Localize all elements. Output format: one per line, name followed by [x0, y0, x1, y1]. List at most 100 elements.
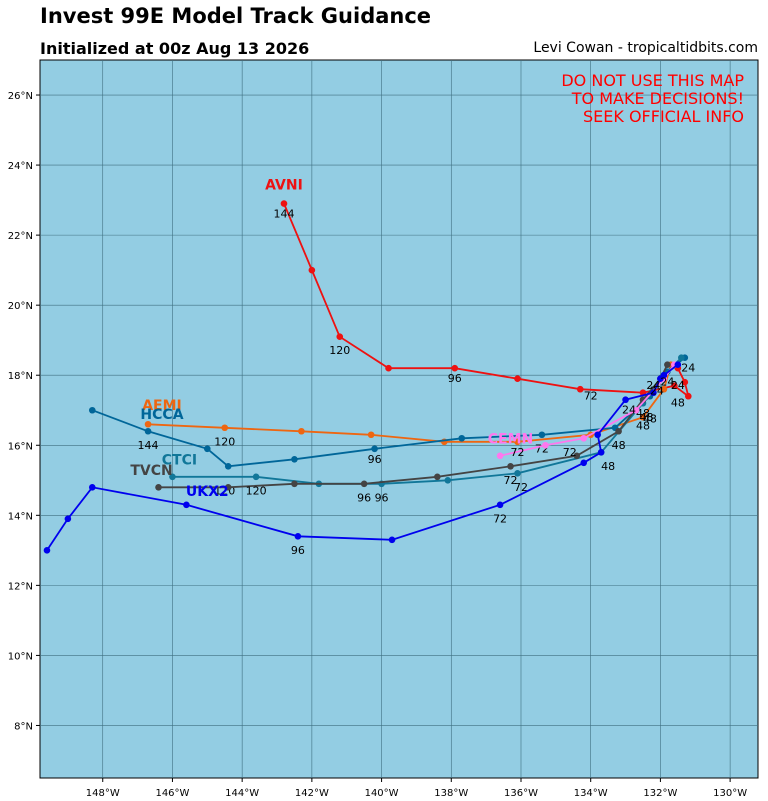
lon-tick-label: 138°W — [434, 788, 468, 799]
track-point — [622, 396, 629, 404]
lat-tick-label: 8°N — [14, 721, 33, 732]
warning-line: TO MAKE DECISIONS! — [571, 89, 744, 108]
track-point — [252, 473, 260, 481]
track-point — [169, 473, 176, 481]
track-point — [291, 455, 298, 463]
forecast-hour-label: 96 — [357, 491, 371, 504]
track-point — [88, 406, 96, 414]
forecast-hour-label: 72 — [504, 474, 518, 487]
track-point — [660, 385, 668, 393]
lon-tick-label: 136°W — [504, 788, 538, 799]
track-point — [514, 438, 521, 446]
track-point — [183, 501, 190, 509]
model-name-label: CTCI — [162, 453, 197, 469]
track-point — [367, 431, 375, 439]
forecast-hour-label: 24 — [646, 379, 660, 392]
forecast-hour-label: 72 — [514, 481, 528, 494]
forecast-hour-label: 48 — [636, 420, 650, 433]
forecast-hour-label: 120 — [329, 344, 350, 357]
track-point — [64, 515, 72, 523]
track-point — [298, 427, 305, 435]
track-point — [224, 462, 232, 470]
track-point — [308, 266, 316, 274]
forecast-hour-label: 48 — [612, 439, 626, 452]
forecast-hour-label: 120 — [214, 435, 235, 448]
track-point — [650, 389, 657, 397]
credit-text: Levi Cowan - tropicaltidbits.com — [533, 40, 758, 56]
track-point — [88, 483, 96, 491]
lat-tick-label: 20°N — [8, 301, 33, 312]
forecast-hour-label: 24 — [681, 362, 695, 375]
forecast-hour-label: 144 — [273, 208, 294, 221]
track-point — [514, 375, 521, 383]
forecast-hour-label: 24 — [622, 404, 636, 417]
track-point — [678, 354, 685, 362]
lat-tick-label: 22°N — [8, 231, 33, 242]
map-title: Invest 99E Model Track Guidance — [40, 4, 432, 28]
track-point — [538, 431, 546, 439]
forecast-hour-label: 96 — [368, 453, 382, 466]
track-point — [597, 448, 605, 456]
track-point — [496, 452, 504, 460]
track-point — [496, 501, 504, 509]
forecast-hour-label: 144 — [138, 439, 159, 452]
track-point — [360, 480, 368, 488]
track-point — [573, 452, 581, 460]
track-point — [639, 413, 647, 421]
track-point — [43, 547, 51, 554]
track-point — [336, 333, 344, 340]
track-point — [542, 441, 549, 449]
lon-tick-label: 144°W — [225, 788, 259, 799]
track-point — [451, 364, 459, 372]
track-point — [371, 445, 378, 453]
warning-line: SEEK OFFICIAL INFO — [583, 107, 744, 126]
track-point — [671, 382, 678, 390]
track-point — [221, 424, 229, 432]
lat-tick-label: 24°N — [8, 161, 33, 172]
forecast-hour-label: 48 — [636, 407, 650, 420]
forecast-hour-label: 24 — [671, 379, 685, 392]
model-name-label: AVNI — [265, 178, 303, 194]
forecast-hour-label: 24 — [650, 384, 664, 397]
track-point — [144, 427, 152, 435]
track-point — [580, 459, 588, 467]
lon-tick-label: 134°W — [574, 788, 608, 799]
track-point — [594, 431, 601, 439]
forecast-hour-label: 72 — [511, 446, 525, 459]
track-point — [458, 434, 466, 442]
lon-tick-label: 140°W — [365, 788, 399, 799]
forecast-hour-label: 96 — [291, 544, 305, 557]
track-point — [684, 392, 692, 400]
forecast-hour-label: 48 — [643, 413, 657, 426]
forecast-hour-label: 96 — [448, 372, 462, 385]
forecast-hour-label: 24 — [660, 376, 674, 389]
lon-tick-label: 148°W — [86, 788, 120, 799]
forecast-hour-label: 72 — [493, 512, 507, 525]
track-point — [144, 420, 152, 428]
track-point — [388, 536, 396, 544]
track-point — [294, 533, 302, 540]
track-point — [632, 406, 640, 414]
lon-tick-label: 142°W — [295, 788, 329, 799]
forecast-hour-label: 96 — [375, 491, 389, 504]
track-point — [615, 427, 622, 435]
track-point — [681, 378, 689, 386]
track-point — [576, 385, 584, 393]
track-point — [434, 473, 441, 481]
model-name-label: CEMN — [488, 432, 534, 448]
track-point — [224, 483, 232, 491]
warning-line: DO NOT USE THIS MAP — [561, 71, 744, 90]
lat-tick-label: 16°N — [8, 441, 33, 452]
model-name-label: HCCA — [140, 407, 183, 423]
track-point — [580, 434, 588, 442]
track-point — [291, 480, 298, 488]
track-point — [204, 445, 211, 453]
track-point — [155, 483, 162, 491]
axis-ticks: 148°W 146°W 144°W 142°W 140°W 138°W 136°W 134°W… — [8, 91, 747, 799]
map-subtitle: Initialized at 00z Aug 13 2026 — [40, 39, 310, 58]
track-point — [385, 364, 392, 372]
